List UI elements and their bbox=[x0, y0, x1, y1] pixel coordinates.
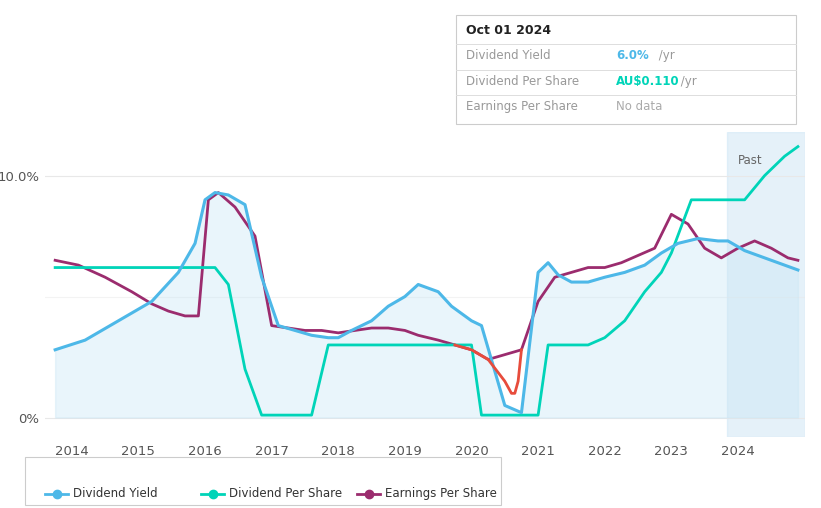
Text: Dividend Per Share: Dividend Per Share bbox=[466, 75, 579, 88]
Text: Dividend Per Share: Dividend Per Share bbox=[229, 487, 342, 500]
Text: 6.0%: 6.0% bbox=[616, 49, 649, 62]
Text: Earnings Per Share: Earnings Per Share bbox=[385, 487, 497, 500]
Text: Oct 01 2024: Oct 01 2024 bbox=[466, 24, 551, 38]
Text: /yr: /yr bbox=[655, 49, 675, 62]
Text: Past: Past bbox=[738, 154, 763, 167]
Text: Dividend Yield: Dividend Yield bbox=[466, 49, 550, 62]
Text: No data: No data bbox=[616, 100, 662, 113]
Text: /yr: /yr bbox=[677, 75, 697, 88]
Text: Earnings Per Share: Earnings Per Share bbox=[466, 100, 577, 113]
Text: AU$0.110: AU$0.110 bbox=[616, 75, 679, 88]
Bar bbox=[727, 132, 805, 437]
Text: Dividend Yield: Dividend Yield bbox=[73, 487, 158, 500]
